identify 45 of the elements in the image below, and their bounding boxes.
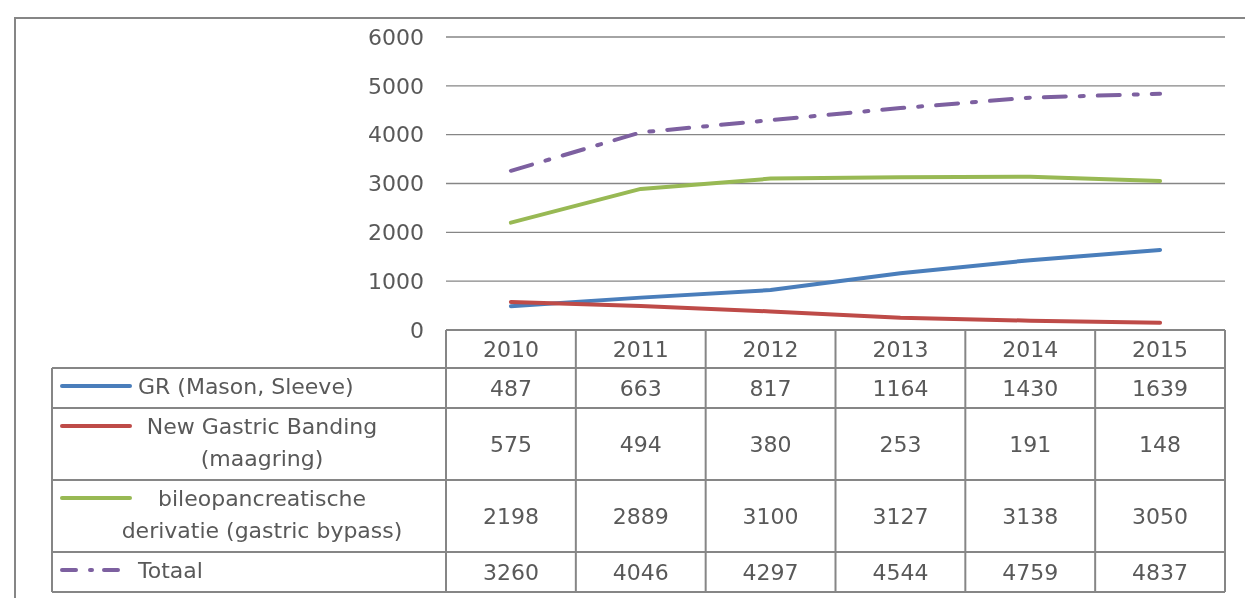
data-label: 191 — [1009, 431, 1052, 457]
data-label: 4544 — [872, 559, 929, 585]
data-label: 494 — [619, 431, 662, 457]
data-label: 4759 — [1002, 559, 1059, 585]
data-label: 817 — [749, 375, 792, 401]
line-series — [508, 299, 1163, 325]
data-label: 253 — [879, 431, 922, 457]
line-series — [508, 247, 1163, 309]
data-label: 1639 — [1132, 375, 1189, 401]
data-label: 3260 — [482, 559, 539, 585]
data-label: 380 — [749, 431, 792, 457]
data-label: 3138 — [1002, 503, 1059, 529]
x-tick-label: 2013 — [872, 336, 929, 362]
y-tick-label: 4000 — [368, 122, 424, 148]
y-tick-label: 3000 — [368, 171, 424, 197]
legend-label: New Gastric Banding (maagring) — [146, 413, 378, 471]
data-label: 1164 — [872, 375, 929, 401]
x-tick-label: 2010 — [482, 336, 539, 362]
x-tick-label: 2015 — [1132, 336, 1189, 362]
data-label: 3050 — [1132, 503, 1189, 529]
y-tick-label: 1000 — [368, 268, 424, 294]
data-label: 2198 — [482, 503, 539, 529]
line-series — [508, 174, 1163, 225]
legend-label: bileopancreatische derivatie (gastric bypass) — [121, 485, 403, 543]
data-label: 3100 — [742, 503, 799, 529]
data-label: 148 — [1139, 431, 1182, 457]
y-tick-label: 0 — [410, 317, 424, 343]
x-tick-label: 2014 — [1002, 336, 1059, 362]
x-tick-label: 2011 — [612, 336, 669, 362]
data-label: 663 — [619, 375, 662, 401]
x-tick-label: 2012 — [742, 336, 799, 362]
legend-label: GR (Mason, Sleeve) — [138, 373, 354, 399]
y-tick-label: 5000 — [368, 73, 424, 99]
line-series — [508, 91, 1163, 173]
data-label: 4837 — [1132, 559, 1189, 585]
data-label: 4046 — [612, 559, 669, 585]
data-label: 575 — [489, 431, 532, 457]
data-label: 2889 — [612, 503, 669, 529]
data-label: 3127 — [872, 503, 929, 529]
data-label: 1430 — [1002, 375, 1059, 401]
legend-label: Totaal — [137, 557, 203, 583]
y-tick-label: 6000 — [368, 24, 424, 50]
data-label: 4297 — [742, 559, 799, 585]
data-label: 487 — [489, 375, 532, 401]
y-tick-label: 2000 — [368, 220, 424, 246]
